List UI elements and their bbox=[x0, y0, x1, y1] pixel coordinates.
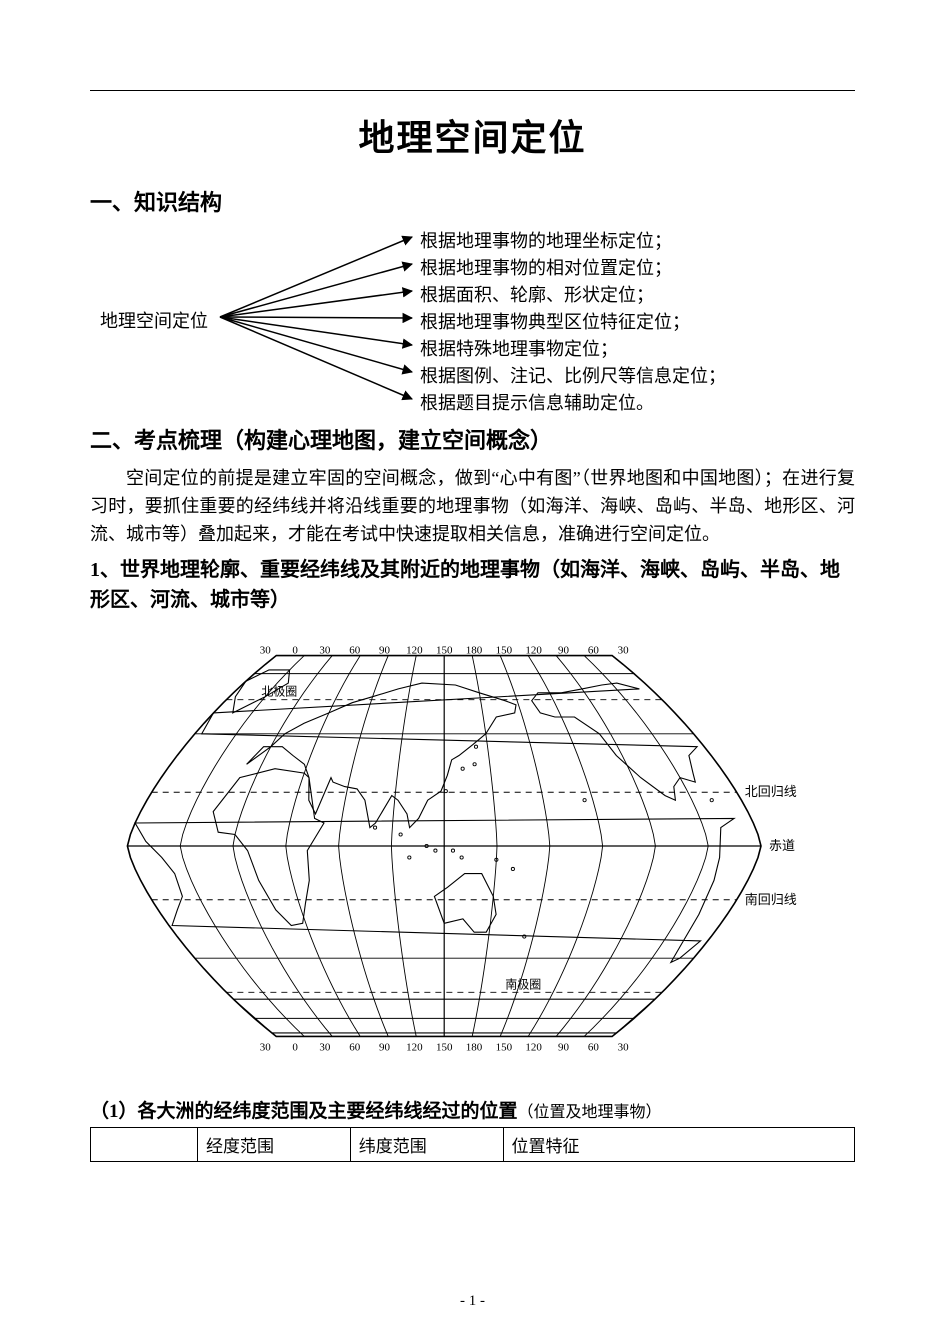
svg-text:150: 150 bbox=[435, 644, 452, 656]
diagram-item: 根据地理事物的地理坐标定位； bbox=[420, 227, 672, 253]
svg-text:30: 30 bbox=[259, 644, 271, 656]
svg-text:120: 120 bbox=[406, 1041, 423, 1053]
svg-text:北回归线: 北回归线 bbox=[744, 784, 796, 799]
svg-text:赤道: 赤道 bbox=[769, 838, 795, 853]
svg-text:0: 0 bbox=[292, 1041, 298, 1053]
svg-text:60: 60 bbox=[587, 644, 599, 656]
table-header-row: 经度范围纬度范围位置特征 bbox=[91, 1127, 855, 1161]
table-header-cell bbox=[91, 1127, 198, 1161]
diagram-item: 根据地理事物典型区位特征定位； bbox=[420, 308, 690, 334]
sub-heading-2-note: （位置及地理事物） bbox=[518, 1104, 662, 1121]
sub-heading-2: （1）各大洲的经纬度范围及主要经纬线经过的位置（位置及地理事物） bbox=[90, 1096, 855, 1123]
svg-text:南回归线: 南回归线 bbox=[744, 891, 796, 906]
top-rule bbox=[90, 90, 855, 91]
svg-text:30: 30 bbox=[259, 1041, 271, 1053]
svg-text:180: 180 bbox=[465, 1041, 482, 1053]
svg-text:120: 120 bbox=[406, 644, 423, 656]
svg-text:150: 150 bbox=[495, 644, 512, 656]
svg-text:南极圈: 南极圈 bbox=[505, 976, 541, 991]
page-title: 地理空间定位 bbox=[90, 109, 855, 161]
svg-text:90: 90 bbox=[379, 1041, 391, 1053]
svg-text:150: 150 bbox=[495, 1041, 512, 1053]
svg-text:90: 90 bbox=[558, 644, 570, 656]
table-header-cell: 经度范围 bbox=[197, 1127, 350, 1161]
table-header-cell: 纬度范围 bbox=[350, 1127, 503, 1161]
svg-text:30: 30 bbox=[617, 644, 629, 656]
diagram-item: 根据特殊地理事物定位； bbox=[420, 335, 618, 361]
world-map-figure: 30 30 0 0 30 30 60 60 90 90 120 120 150 150 180 180 150 1… bbox=[113, 621, 833, 1076]
diagram-item: 根据题目提示信息辅助定位。 bbox=[420, 389, 654, 415]
svg-text:30: 30 bbox=[617, 1041, 629, 1053]
diagram-item: 根据面积、轮廓、形状定位； bbox=[420, 281, 654, 307]
svg-text:30: 30 bbox=[319, 644, 331, 656]
svg-text:180: 180 bbox=[465, 644, 482, 656]
svg-text:120: 120 bbox=[525, 644, 542, 656]
sub-heading-2-main: （1）各大洲的经纬度范围及主要经纬线经过的位置 bbox=[90, 1101, 518, 1122]
table-header-cell: 位置特征 bbox=[503, 1127, 854, 1161]
diagram-root-label: 地理空间定位 bbox=[100, 307, 208, 333]
svg-text:60: 60 bbox=[587, 1041, 599, 1053]
svg-text:北极圈: 北极圈 bbox=[261, 684, 297, 698]
svg-text:60: 60 bbox=[349, 1041, 361, 1053]
world-map-svg: 30 30 0 0 30 30 60 60 90 90 120 120 150 150 180 180 150 1… bbox=[113, 621, 833, 1071]
svg-text:60: 60 bbox=[349, 644, 361, 656]
diagram-item: 根据地理事物的相对位置定位； bbox=[420, 254, 672, 280]
section-1-heading: 一、知识结构 bbox=[90, 185, 855, 217]
svg-text:150: 150 bbox=[435, 1041, 452, 1053]
document-page: 地理空间定位 一、知识结构 地理空间定位 根据地理事物的地理坐标定位；根据地理事… bbox=[0, 0, 945, 1336]
diagram-item: 根据图例、注记、比例尺等信息定位； bbox=[420, 362, 726, 388]
knowledge-structure-diagram: 地理空间定位 根据地理事物的地理坐标定位；根据地理事物的相对位置定位；根据面积、… bbox=[90, 227, 830, 417]
svg-text:120: 120 bbox=[525, 1041, 542, 1053]
continent-table: 经度范围纬度范围位置特征 bbox=[90, 1127, 855, 1162]
section-2-heading: 二、考点梳理（构建心理地图，建立空间概念） bbox=[90, 423, 855, 455]
svg-text:0: 0 bbox=[292, 644, 298, 656]
svg-text:30: 30 bbox=[319, 1041, 331, 1053]
page-number: - 1 - bbox=[0, 1293, 945, 1310]
sub-heading-1: 1、世界地理轮廓、重要经纬线及其附近的地理事物（如海洋、海峡、岛屿、半岛、地形区… bbox=[90, 555, 855, 615]
svg-text:90: 90 bbox=[379, 644, 391, 656]
svg-text:90: 90 bbox=[558, 1041, 570, 1053]
intro-paragraph: 空间定位的前提是建立牢固的空间概念，做到“心中有图”（世界地图和中国地图）；在进… bbox=[90, 465, 855, 549]
